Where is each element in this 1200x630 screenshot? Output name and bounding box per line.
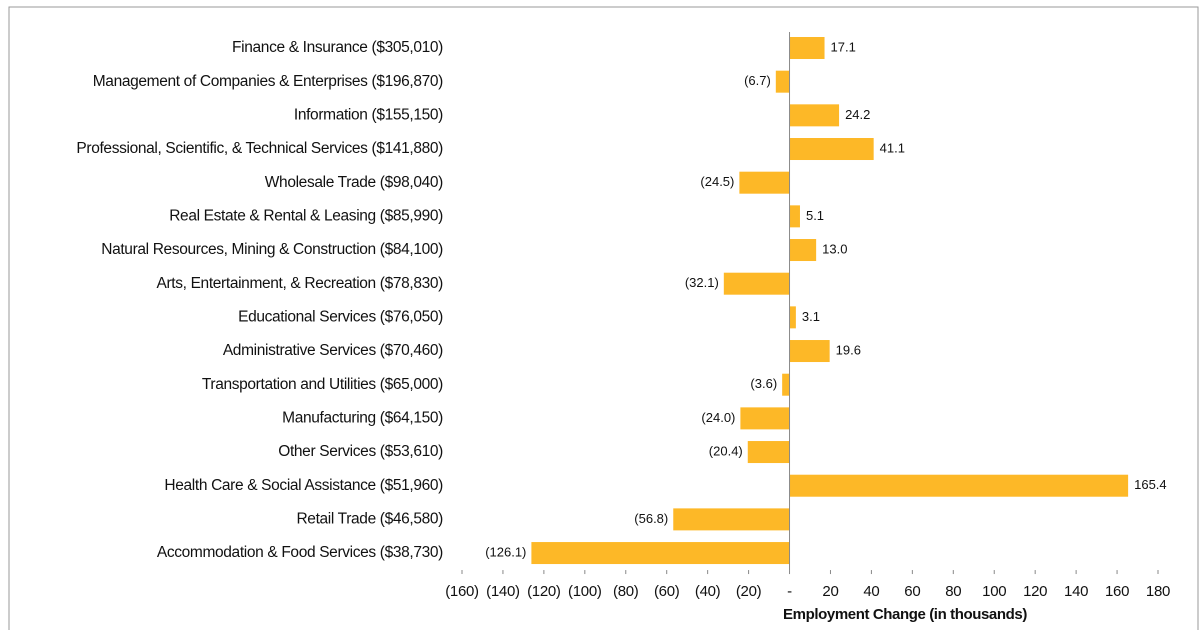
bar (782, 373, 790, 396)
x-tick-label: (40) (695, 583, 721, 600)
x-tick-label: 60 (904, 583, 920, 600)
category-label: Real Estate & Rental & Leasing ($85,990) (169, 207, 443, 224)
bar (775, 70, 790, 93)
x-tick-label: 20 (822, 583, 838, 600)
category-label: Arts, Entertainment, & Recreation ($78,8… (157, 275, 444, 292)
value-label: 24.2 (845, 107, 870, 122)
category-label: Educational Services ($76,050) (238, 308, 443, 325)
category-label: Transportation and Utilities ($65,000) (202, 376, 443, 393)
value-label: (20.4) (709, 443, 743, 458)
bar (789, 306, 796, 329)
bar (739, 171, 790, 194)
bar (723, 272, 790, 295)
x-tick-label: 100 (982, 583, 1006, 600)
value-label: (24.5) (700, 174, 734, 189)
value-label: 5.1 (806, 208, 824, 223)
x-tick-label: 80 (945, 583, 961, 600)
x-tick-label: (20) (736, 583, 762, 600)
x-tick-label: (120) (527, 583, 561, 600)
bar (747, 441, 790, 464)
bar (789, 205, 800, 228)
bar (531, 542, 790, 565)
x-tick-label: (80) (613, 583, 639, 600)
bar (673, 508, 790, 531)
x-tick-label: (60) (654, 583, 680, 600)
category-label: Accommodation & Food Services ($38,730) (157, 544, 443, 561)
category-label: Administrative Services ($70,460) (223, 342, 443, 359)
value-label: 41.1 (880, 140, 905, 155)
value-label: 19.6 (836, 342, 861, 357)
value-label: (3.6) (750, 376, 777, 391)
category-label: Other Services ($53,610) (278, 443, 443, 460)
bar (789, 104, 840, 127)
x-axis-label: Employment Change (in thousands) (783, 606, 1027, 623)
x-tick-label: (160) (445, 583, 479, 600)
bar (789, 239, 817, 262)
value-label: (56.8) (634, 511, 668, 526)
category-label: Natural Resources, Mining & Construction… (101, 241, 443, 258)
x-tick-label: (140) (486, 583, 520, 600)
category-label: Health Care & Social Assistance ($51,960… (164, 477, 443, 494)
bar (789, 340, 830, 363)
value-label: 17.1 (831, 39, 856, 54)
value-label: 3.1 (802, 309, 820, 324)
bar (789, 37, 825, 59)
category-label: Professional, Scientific, & Technical Se… (76, 140, 443, 157)
bar (789, 138, 874, 161)
x-tick-label: - (787, 583, 792, 600)
frame (8, 6, 1199, 630)
x-tick-label: 40 (863, 583, 879, 600)
value-label: (126.1) (485, 544, 526, 559)
value-label: (24.0) (701, 410, 735, 425)
value-label: 165.4 (1134, 477, 1167, 492)
x-tick-label: 120 (1023, 583, 1047, 600)
x-tick-label: 180 (1146, 583, 1170, 600)
value-label: 13.0 (822, 241, 847, 256)
x-tick-label: (100) (568, 583, 602, 600)
bar (740, 407, 790, 430)
value-label: (6.7) (744, 73, 771, 88)
category-label: Wholesale Trade ($98,040) (265, 174, 443, 191)
category-label: Finance & Insurance ($305,010) (232, 39, 443, 56)
value-label: (32.1) (685, 275, 719, 290)
category-label: Information ($155,150) (294, 106, 443, 123)
category-label: Retail Trade ($46,580) (296, 510, 443, 527)
bar (789, 474, 1129, 497)
category-label: Management of Companies & Enterprises ($… (93, 73, 443, 90)
x-tick-label: 160 (1105, 583, 1129, 600)
x-tick-label: 140 (1064, 583, 1088, 600)
category-label: Manufacturing ($64,150) (282, 409, 443, 426)
